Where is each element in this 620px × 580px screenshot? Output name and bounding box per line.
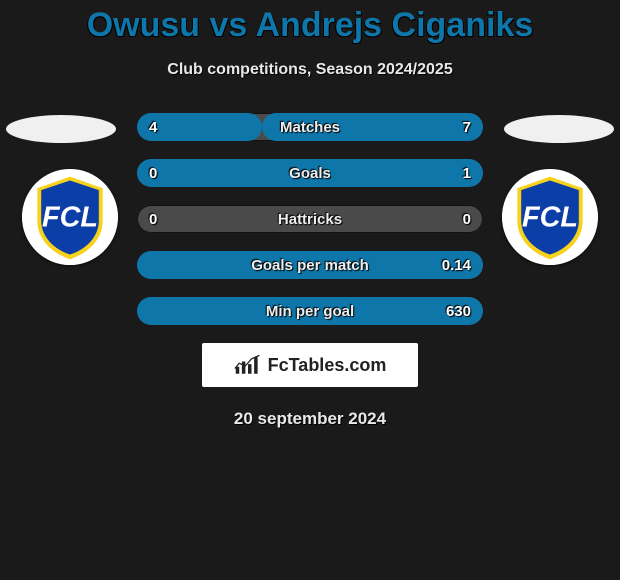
page-title: Owusu vs Andrejs Ciganiks [0, 0, 620, 45]
player-left-avatar [6, 115, 116, 143]
stat-label: Matches [137, 113, 483, 141]
stat-row: 0Goals1 [137, 159, 483, 187]
subtitle: Club competitions, Season 2024/2025 [0, 61, 620, 79]
stat-right-value: 0.14 [442, 251, 471, 279]
club-crest-right: FCL [502, 169, 598, 265]
stat-row: Goals per match0.14 [137, 251, 483, 279]
brand-badge: FcTables.com [202, 343, 418, 387]
stat-right-value: 1 [463, 159, 471, 187]
stat-right-value: 0 [463, 205, 471, 233]
comparison-panel: FCL FCL 4Matches70Goals10Hattricks0Goals… [0, 113, 620, 429]
player-right-avatar [504, 115, 614, 143]
brand-text: FcTables.com [268, 355, 387, 376]
stat-right-value: 630 [446, 297, 471, 325]
stat-label: Hattricks [137, 205, 483, 233]
stat-rows: 4Matches70Goals10Hattricks0Goals per mat… [137, 113, 483, 325]
fcl-crest-icon: FCL [22, 169, 118, 265]
stat-row: 0Hattricks0 [137, 205, 483, 233]
stat-label: Goals [137, 159, 483, 187]
date-text: 20 september 2024 [0, 409, 620, 429]
stat-row: 4Matches7 [137, 113, 483, 141]
club-crest-left: FCL [22, 169, 118, 265]
stat-row: Min per goal630 [137, 297, 483, 325]
svg-text:FCL: FCL [522, 202, 578, 234]
stat-right-value: 7 [463, 113, 471, 141]
fcl-crest-icon: FCL [502, 169, 598, 265]
stat-label: Min per goal [137, 297, 483, 325]
svg-text:FCL: FCL [42, 202, 98, 234]
bar-chart-icon [234, 354, 262, 376]
stat-label: Goals per match [137, 251, 483, 279]
